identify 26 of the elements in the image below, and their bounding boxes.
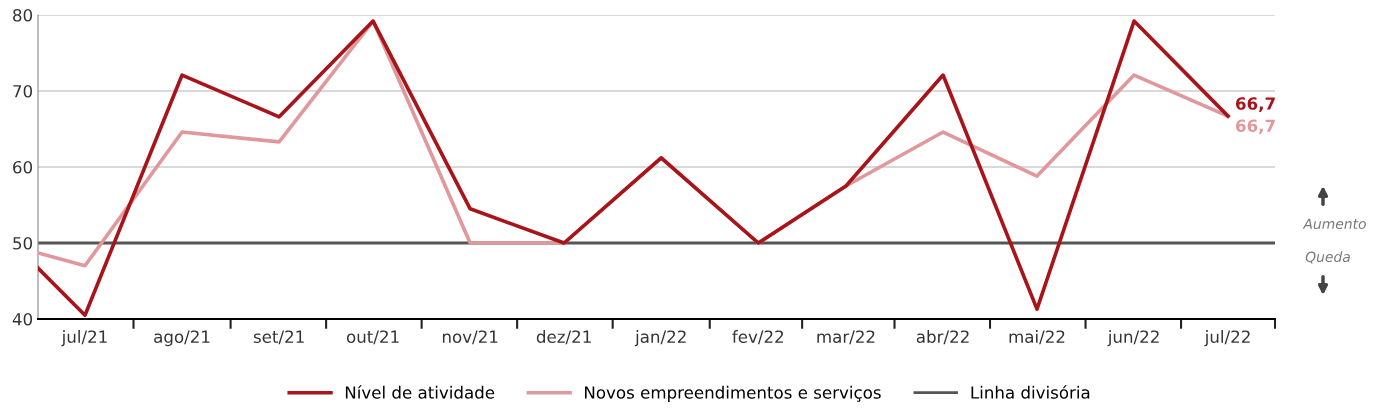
data-label: 66,7 (1236, 97, 1275, 112)
y-tick-label: 80 (13, 8, 33, 22)
x-tick-label: abr/22 (916, 330, 969, 345)
text: Aumento (1302, 218, 1366, 230)
x-tick-label: set/21 (253, 330, 304, 345)
y-tick-label: 60 (13, 160, 33, 174)
x-tick-label: out/21 (346, 330, 399, 345)
x-tick-label: fev/22 (732, 330, 784, 345)
y-tick-label: 50 (13, 236, 33, 250)
x-tick-label: jan/22 (634, 330, 686, 347)
x-tick-label: jul/21 (61, 330, 107, 347)
y-tick-label: 70 (13, 84, 33, 98)
x-tick-label: ago/21 (154, 330, 210, 347)
x-tick-label: dez/21 (536, 330, 591, 345)
text: Queda (1305, 251, 1350, 264)
legend-label: Novos empreendimentos e serviços (585, 385, 881, 402)
x-tick-label: mar/22 (817, 330, 875, 345)
y-tick-label: 40 (12, 312, 33, 326)
x-tick-label: mai/22 (1009, 330, 1065, 345)
x-tick-label: nov/21 (442, 330, 498, 345)
legend-label: Linha divisória (971, 385, 1090, 399)
data-label: 66,7 (1236, 119, 1275, 135)
x-tick-label: jun/22 (1107, 330, 1159, 347)
x-tick-label: jul/22 (1204, 330, 1250, 347)
legend-label: Nível de atividade (345, 385, 495, 399)
line-series (38, 19, 1230, 318)
